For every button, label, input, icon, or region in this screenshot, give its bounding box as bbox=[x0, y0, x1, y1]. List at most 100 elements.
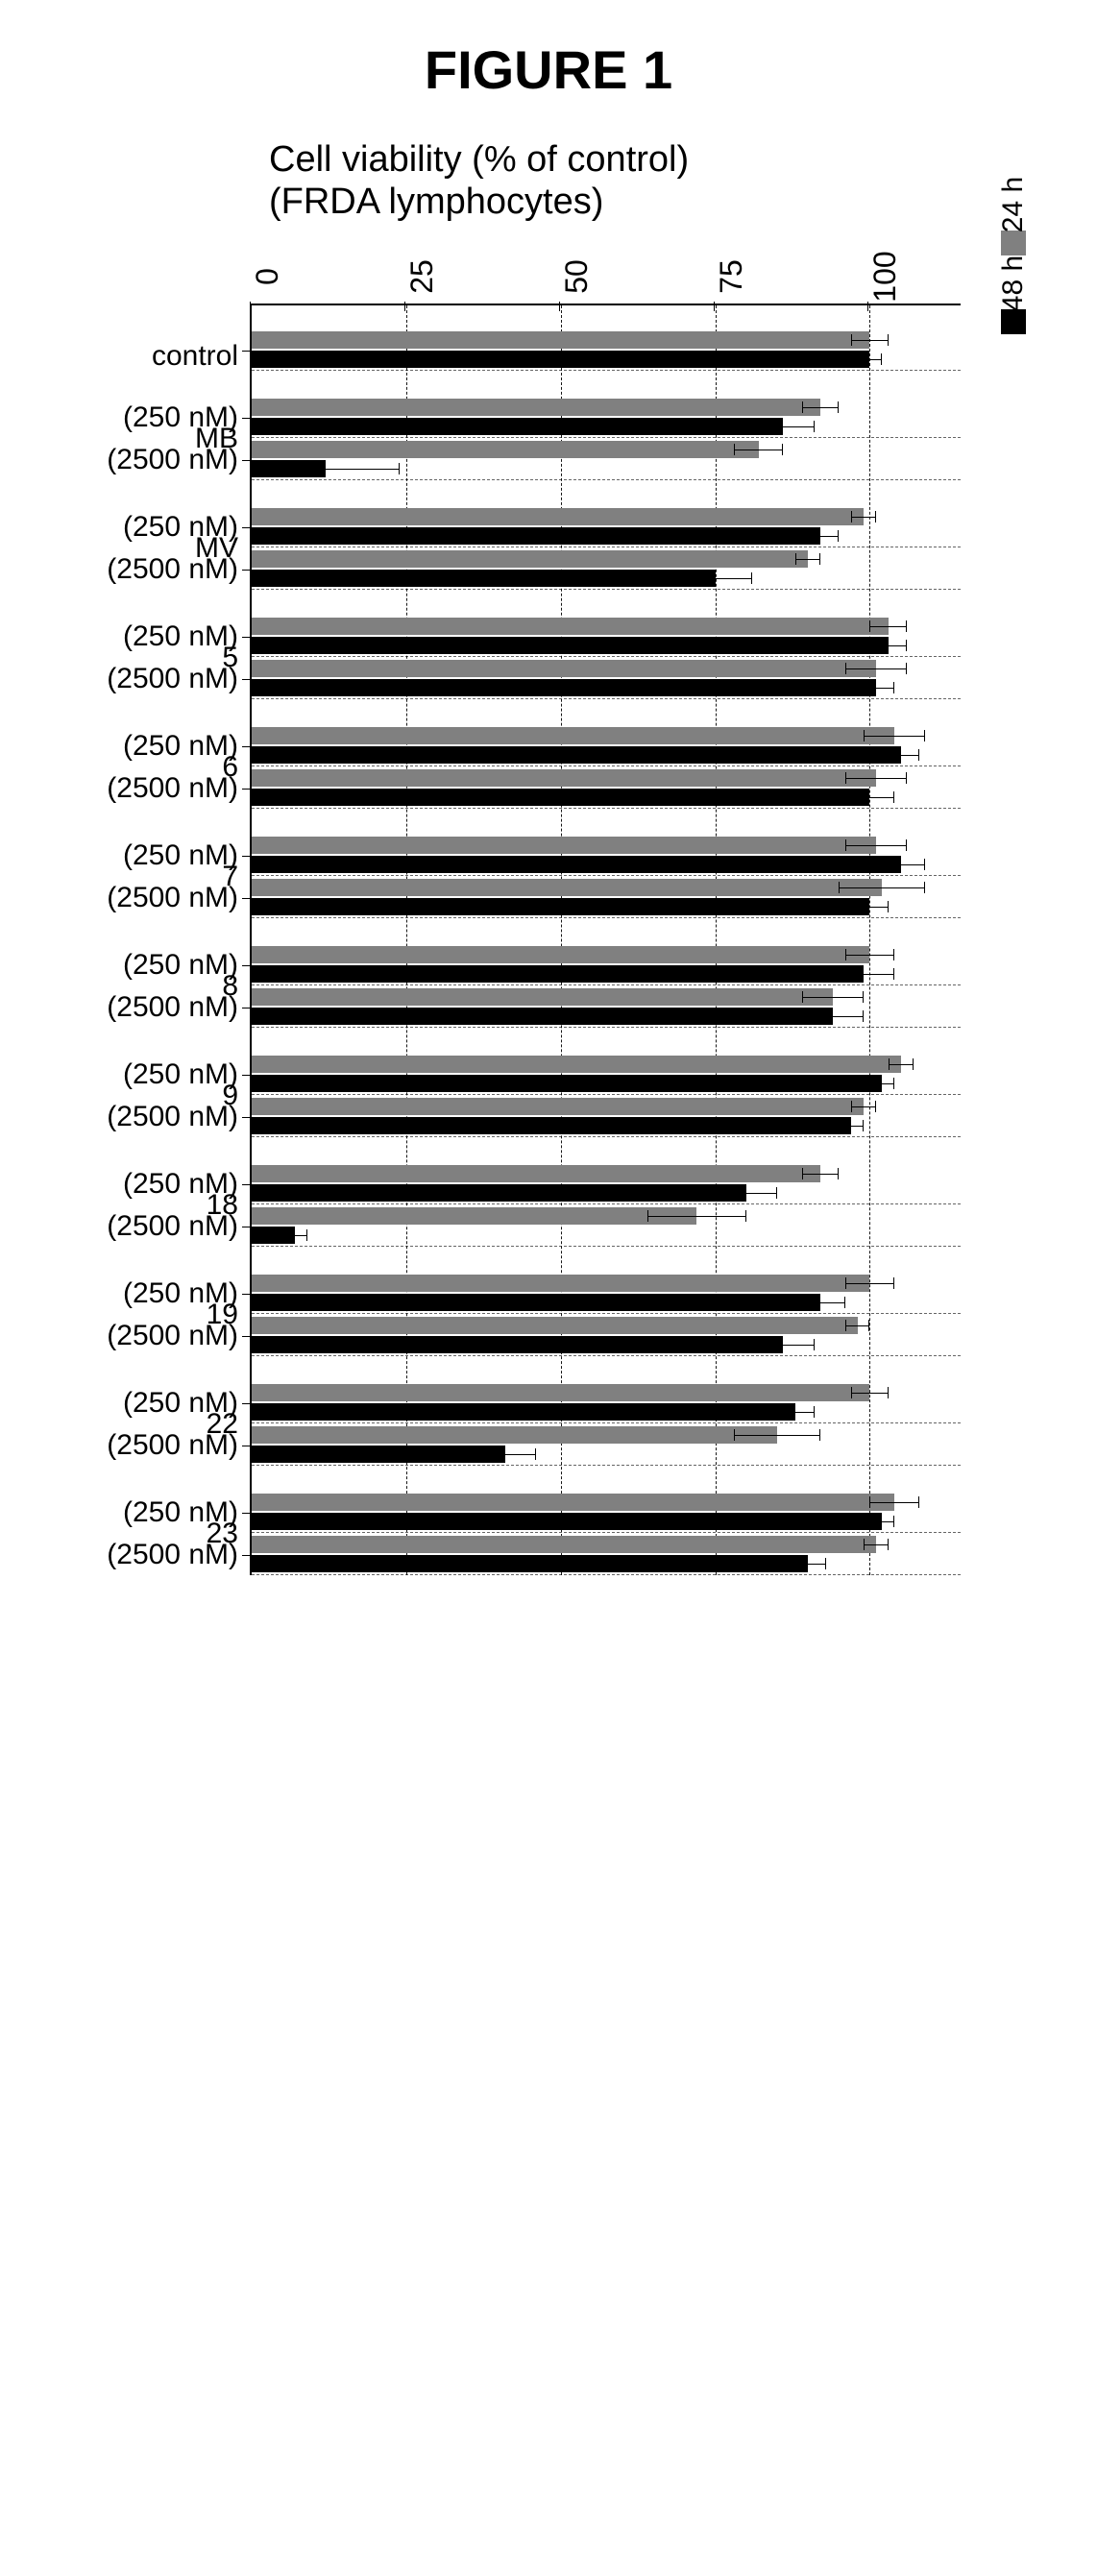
error-bar bbox=[869, 1083, 894, 1084]
legend-swatch bbox=[1001, 231, 1026, 255]
x-tick-label: 100 bbox=[867, 252, 903, 303]
error-bar bbox=[734, 1435, 820, 1436]
x-axis-ticks: 0255075100 bbox=[250, 227, 961, 304]
condition-row: (2500 nM) bbox=[252, 440, 961, 480]
bar bbox=[252, 837, 876, 854]
error-bar bbox=[790, 1564, 827, 1565]
error-bar bbox=[752, 1345, 814, 1346]
axis-title-line-2: (FRDA lymphocytes) bbox=[269, 182, 603, 222]
bar bbox=[252, 660, 876, 677]
error-bar bbox=[851, 1393, 889, 1394]
group: (250 nM)(2500 nM)22 bbox=[252, 1358, 961, 1466]
x-tick-label: 0 bbox=[250, 268, 285, 285]
condition-row: (2500 nM) bbox=[252, 987, 961, 1028]
bar bbox=[252, 399, 820, 416]
group: (250 nM)(2500 nM)8 bbox=[252, 920, 961, 1028]
bar bbox=[252, 527, 820, 545]
bar bbox=[252, 856, 901, 873]
error-bar bbox=[845, 778, 907, 779]
condition-row: (250 nM) bbox=[252, 1493, 961, 1533]
error-bar bbox=[869, 1521, 894, 1522]
error-bar bbox=[752, 426, 814, 427]
bar bbox=[252, 1207, 696, 1225]
bar bbox=[252, 508, 864, 525]
group: control bbox=[252, 305, 961, 371]
bar bbox=[252, 1446, 505, 1463]
error-bar bbox=[876, 864, 925, 865]
group-spacer bbox=[252, 592, 961, 617]
group: (250 nM)(2500 nM)23 bbox=[252, 1468, 961, 1575]
error-bar bbox=[851, 517, 876, 518]
axis-title-line-1: Cell viability (% of control) bbox=[269, 139, 689, 180]
condition-row: (250 nM) bbox=[252, 1055, 961, 1095]
error-bar bbox=[845, 845, 907, 846]
bar bbox=[252, 1056, 901, 1073]
bar bbox=[252, 1275, 869, 1292]
bar bbox=[252, 418, 783, 435]
x-tick-label: 50 bbox=[559, 260, 595, 295]
group-spacer bbox=[252, 1358, 961, 1383]
error-bar bbox=[802, 1016, 864, 1017]
axis-title: Cell viability (% of control) (FRDA lymp… bbox=[269, 139, 1059, 223]
bar bbox=[252, 679, 876, 696]
condition-row: (2500 nM) bbox=[252, 1097, 961, 1137]
condition-row bbox=[252, 330, 961, 371]
condition-row: (250 nM) bbox=[252, 617, 961, 657]
bar bbox=[252, 746, 901, 764]
group: (250 nM)(2500 nM)9 bbox=[252, 1030, 961, 1137]
error-bar bbox=[845, 797, 894, 798]
error-bar bbox=[475, 1454, 536, 1455]
group-spacer bbox=[252, 373, 961, 398]
bar bbox=[252, 637, 889, 654]
group-spacer bbox=[252, 920, 961, 945]
group-spacer bbox=[252, 701, 961, 726]
condition-row: (2500 nM) bbox=[252, 1425, 961, 1466]
error-bar bbox=[864, 1544, 889, 1545]
bar bbox=[252, 1165, 820, 1182]
group-label: 23 bbox=[207, 1519, 252, 1548]
group-label: 9 bbox=[222, 1081, 252, 1110]
condition-row: (250 nM) bbox=[252, 1274, 961, 1314]
bar bbox=[252, 351, 869, 368]
error-bar bbox=[833, 974, 894, 975]
condition-row: (2500 nM) bbox=[252, 1206, 961, 1247]
error-bar bbox=[851, 1106, 876, 1107]
condition-row: (250 nM) bbox=[252, 836, 961, 876]
bar bbox=[252, 331, 869, 349]
bar bbox=[252, 570, 716, 587]
error-bar bbox=[647, 1216, 746, 1217]
figure-title: FIGURE 1 bbox=[38, 38, 1059, 101]
condition-row: (2500 nM) bbox=[252, 549, 961, 590]
bar bbox=[252, 1403, 795, 1421]
group-label: MV bbox=[195, 534, 252, 563]
error-bar bbox=[282, 1235, 307, 1236]
plot-area: 24 h48 h control(250 nM)(2500 nM)MB(250 … bbox=[250, 304, 961, 1575]
bar bbox=[252, 1536, 876, 1553]
bar bbox=[252, 1426, 777, 1444]
bar bbox=[252, 1336, 783, 1353]
error-bar bbox=[839, 1126, 864, 1127]
error-bar bbox=[845, 1325, 870, 1326]
bar bbox=[252, 1294, 820, 1311]
bar bbox=[252, 769, 876, 787]
bar bbox=[252, 727, 894, 744]
bar bbox=[252, 965, 864, 983]
error-bar bbox=[869, 645, 907, 646]
condition-row: (250 nM) bbox=[252, 945, 961, 985]
error-bar bbox=[716, 1193, 777, 1194]
bar bbox=[252, 1555, 808, 1572]
group-spacer bbox=[252, 482, 961, 507]
error-bar bbox=[869, 1502, 918, 1503]
group: (250 nM)(2500 nM)19 bbox=[252, 1249, 961, 1356]
error-bar bbox=[802, 536, 840, 537]
error-bar bbox=[889, 1064, 914, 1065]
condition-row: (2500 nM) bbox=[252, 659, 961, 699]
group-label: control bbox=[152, 342, 252, 371]
error-bar bbox=[869, 626, 907, 627]
group-label: 7 bbox=[222, 863, 252, 891]
legend-item: 24 h bbox=[986, 188, 1041, 255]
group-spacer bbox=[252, 1139, 961, 1164]
error-bar bbox=[795, 1302, 844, 1303]
bar bbox=[252, 1494, 894, 1511]
condition-row: (250 nM) bbox=[252, 398, 961, 438]
